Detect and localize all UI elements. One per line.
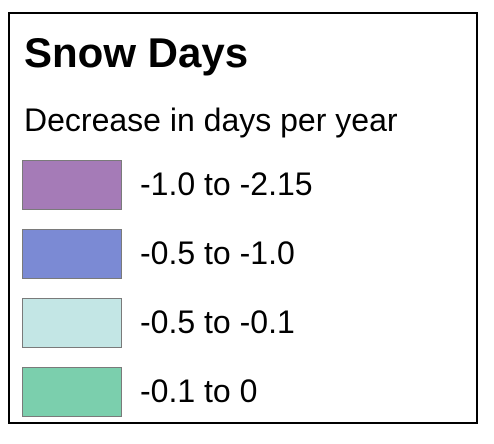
legend-item: -1.0 to -2.15 xyxy=(22,160,462,212)
legend-item-label: -0.5 to -0.1 xyxy=(140,304,295,340)
legend-swatch xyxy=(22,298,122,348)
legend-item-label: -1.0 to -2.15 xyxy=(140,166,313,202)
legend-subtitle: Decrease in days per year xyxy=(24,102,398,138)
legend-item: -0.1 to 0 xyxy=(22,367,462,419)
legend-item: -0.5 to -1.0 xyxy=(22,229,462,281)
legend-item-label: -0.1 to 0 xyxy=(140,373,258,409)
legend-item-label: -0.5 to -1.0 xyxy=(140,235,295,271)
legend-swatch xyxy=(22,160,122,210)
legend-item: -0.5 to -0.1 xyxy=(22,298,462,350)
legend-swatch xyxy=(22,367,122,417)
legend-title: Snow Days xyxy=(24,29,249,76)
legend-swatch xyxy=(22,229,122,279)
legend-box: Snow Days Decrease in days per year -1.0… xyxy=(8,12,478,424)
